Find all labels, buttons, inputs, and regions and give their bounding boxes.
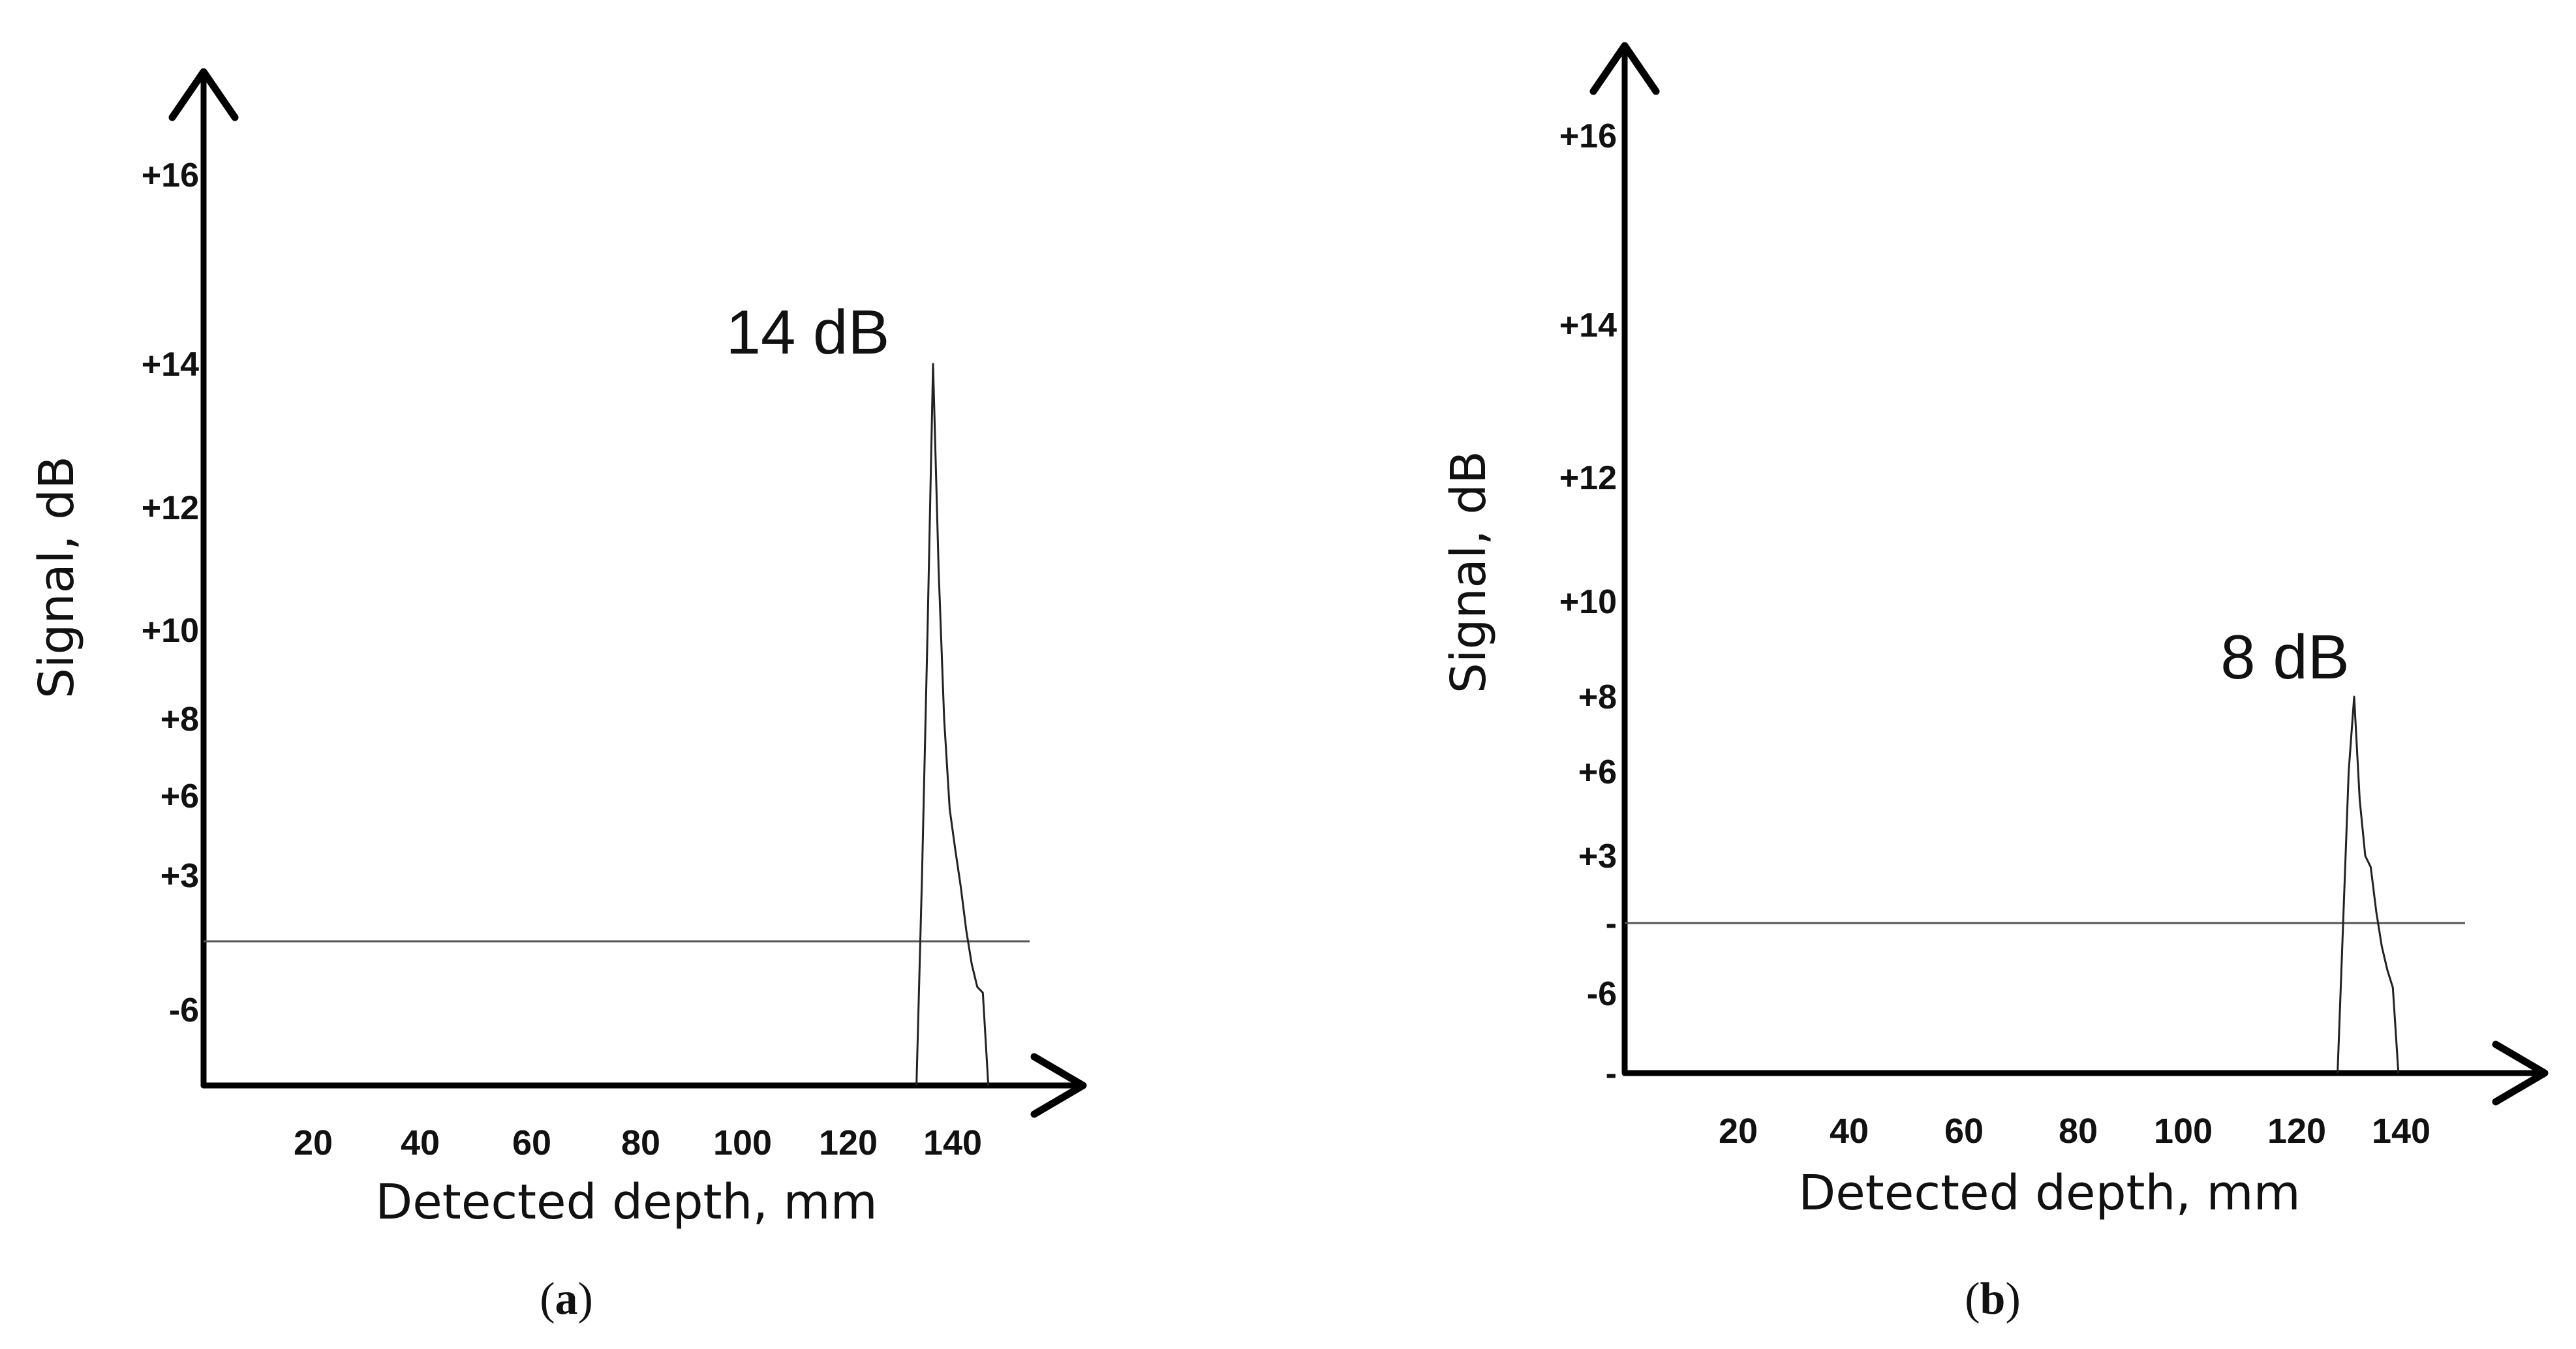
y-tick-label: +10 bbox=[1559, 583, 1617, 621]
x-tick-label: 40 bbox=[401, 1123, 440, 1162]
y-tick-label: +12 bbox=[1559, 459, 1617, 497]
caption-paren-close: ) bbox=[2005, 1274, 2020, 1324]
x-tick-label: 60 bbox=[1944, 1112, 1984, 1151]
signal-line bbox=[2337, 695, 2400, 1074]
x-tick-label: 120 bbox=[2267, 1112, 2326, 1151]
x-tick-label: 100 bbox=[713, 1123, 772, 1162]
y-tick-label: -6 bbox=[169, 992, 199, 1029]
x-tick-label: 140 bbox=[2372, 1112, 2430, 1151]
y-tick-label: +3 bbox=[161, 857, 199, 895]
x-tick-label: 140 bbox=[923, 1123, 982, 1162]
y-tick-label: +6 bbox=[161, 778, 199, 815]
y-tick-label: +16 bbox=[1559, 117, 1617, 155]
y-axis-title: Signal, dB bbox=[1441, 451, 1497, 693]
y-tick-label: - bbox=[1606, 905, 1617, 943]
y-tick-label: +12 bbox=[142, 489, 199, 527]
caption-letter: b bbox=[1980, 1274, 2006, 1324]
caption-letter: a bbox=[555, 1274, 578, 1324]
y-axis-arrow bbox=[168, 68, 239, 121]
panel-caption: (b) bbox=[1965, 1274, 2021, 1324]
y-tick-label: +14 bbox=[1559, 307, 1617, 344]
peak-label: 8 dB bbox=[2220, 622, 2349, 692]
x-axis-arrow bbox=[2492, 1040, 2549, 1106]
peak-label: 14 dB bbox=[726, 297, 890, 367]
caption-paren-open: ( bbox=[1965, 1274, 1980, 1324]
x-tick-label: 40 bbox=[1830, 1112, 1869, 1151]
x-axis-title: Detected depth, mm bbox=[375, 1174, 877, 1230]
x-tick-label: 20 bbox=[294, 1123, 333, 1162]
y-axis-arrow bbox=[1589, 42, 1660, 95]
chart-panel-a: +16 +14 +12 +10 +8 +6 +3 -6 20 40 60 80 100 120 140 14 … bbox=[29, 68, 1087, 1324]
x-tick-label: 80 bbox=[621, 1123, 660, 1162]
y-tick-label: +8 bbox=[1578, 678, 1617, 716]
y-tick-label: +6 bbox=[1578, 753, 1617, 791]
y-axis-title: Signal, dB bbox=[29, 456, 85, 699]
caption-paren-close: ) bbox=[578, 1274, 593, 1324]
x-tick-label: 60 bbox=[512, 1123, 551, 1162]
x-tick-label: 120 bbox=[819, 1123, 878, 1162]
chart-panel-b: +16 +14 +12 +10 +8 +6 +3 - -6 - 20 40 60 80 100 120 140 8… bbox=[1441, 42, 2549, 1324]
y-tick-label: +16 bbox=[142, 157, 199, 194]
panel-caption: (a) bbox=[540, 1274, 593, 1324]
y-tick-label: -6 bbox=[1587, 975, 1617, 1013]
y-tick-label: +14 bbox=[142, 346, 199, 384]
x-tick-label: 100 bbox=[2154, 1112, 2213, 1151]
x-tick-label: 80 bbox=[2059, 1112, 2098, 1151]
x-tick-label: 20 bbox=[1719, 1112, 1758, 1151]
caption-paren-open: ( bbox=[540, 1274, 555, 1324]
x-axis-arrow bbox=[1030, 1053, 1087, 1118]
y-tick-label: +3 bbox=[1578, 838, 1617, 875]
y-tick-label: +10 bbox=[142, 612, 199, 650]
x-axis-title: Detected depth, mm bbox=[1798, 1165, 2300, 1221]
y-tick-label: +8 bbox=[161, 701, 199, 738]
signal-line bbox=[915, 363, 990, 1086]
y-tick-label: - bbox=[1606, 1055, 1617, 1093]
